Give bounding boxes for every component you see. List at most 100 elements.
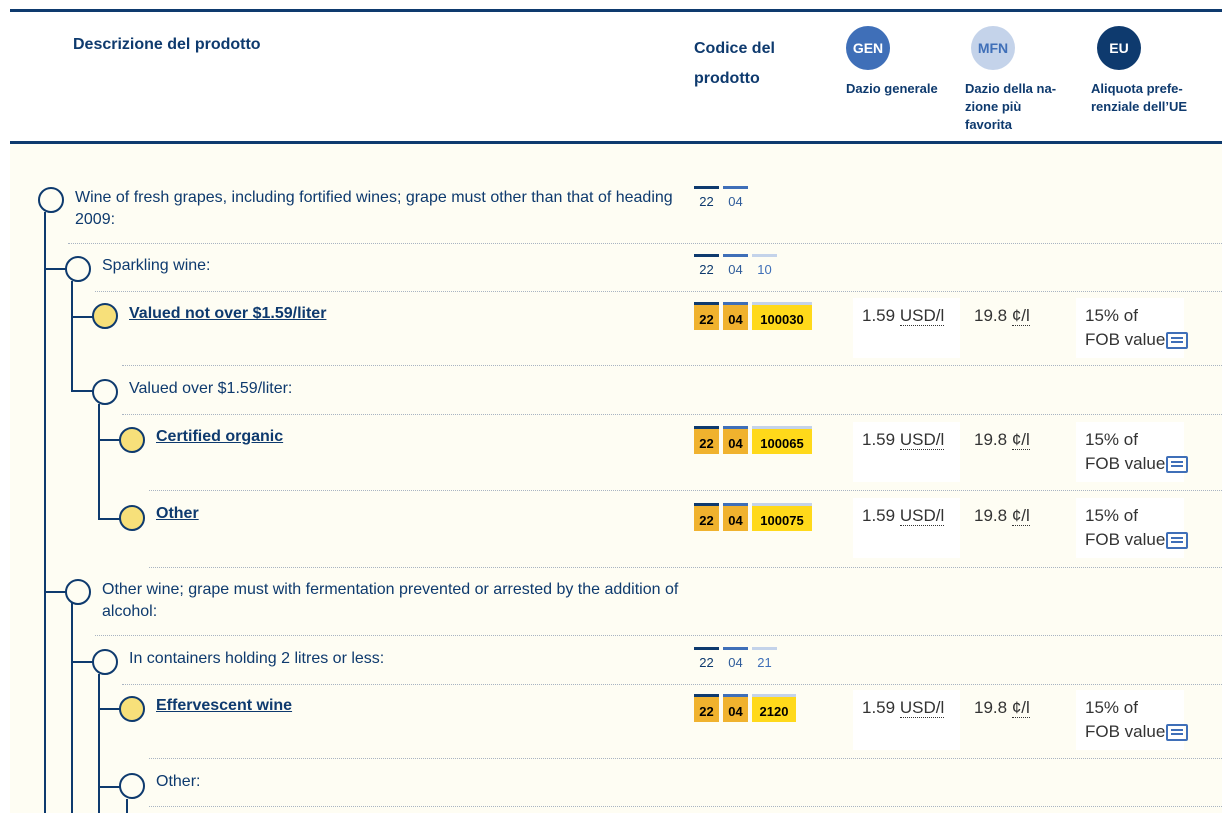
product-link[interactable]: Other xyxy=(156,505,199,522)
gen-badge: GEN xyxy=(846,26,890,70)
code-column-header: Codice del prodotto xyxy=(694,40,775,87)
gen-rate-cell: 1.59 USD/l xyxy=(853,498,960,558)
product-link[interactable]: Effervescent wine xyxy=(156,697,293,714)
comment-icon[interactable] xyxy=(1166,532,1189,550)
gen-rate-cell: 1.59 USD/l xyxy=(853,690,960,750)
gen-rate-cell: 1.59 USD/l xyxy=(853,422,960,482)
eu-label: Aliquota prefe-renziale dell’UE xyxy=(1091,81,1188,114)
row-separator xyxy=(149,567,1222,568)
mfn-rate-value: 19.8 xyxy=(974,430,1008,449)
code-chapter: 22 xyxy=(694,254,719,278)
mfn-rate-unit[interactable]: ¢/l xyxy=(1011,506,1030,526)
product-code: 22 04 100030 xyxy=(694,302,812,330)
mfn-badge: MFN xyxy=(971,26,1015,70)
mfn-rate-unit[interactable]: ¢/l xyxy=(1011,306,1030,326)
mfn-rate-value: 19.8 xyxy=(974,306,1008,325)
tariff-tree: Wine of fresh grapes, including fortifie… xyxy=(10,144,1222,813)
row-separator xyxy=(68,243,1222,244)
tree-line xyxy=(98,674,100,813)
code-heading: 04 xyxy=(723,186,748,210)
tree-line xyxy=(71,603,73,813)
tree-line xyxy=(98,786,120,788)
code-chapter: 22 xyxy=(694,647,719,671)
product-link[interactable]: Valued not over $1.59/liter xyxy=(129,305,327,322)
eu-rate-line1: 15% of xyxy=(1085,430,1138,449)
gen-rate-value: 1.59 xyxy=(862,430,896,449)
mfn-rate-cell: 19.8 ¢/l xyxy=(965,498,1065,558)
code-chapter: 22 xyxy=(694,694,719,722)
eu-column-header: EU Aliquota prefe-renziale dell’UE xyxy=(1091,26,1203,116)
tree-node xyxy=(65,256,91,282)
row-separator xyxy=(95,291,1222,292)
code-heading: 04 xyxy=(723,503,748,531)
tree-line xyxy=(98,518,120,520)
subheading-label: Valued over $1.59/liter: xyxy=(129,380,293,397)
header-top-rule xyxy=(10,9,1222,12)
description-column-header: Descrizione del prodotto xyxy=(73,36,261,53)
eu-rate-cell: 15% of FOB value xyxy=(1076,498,1189,558)
eu-rate-cell: 15% of FOB value xyxy=(1076,690,1189,750)
comment-icon[interactable] xyxy=(1166,332,1189,350)
mfn-rate-value: 19.8 xyxy=(974,698,1008,717)
row-separator xyxy=(149,806,1222,807)
table-header: Descrizione del prodotto Codice del prod… xyxy=(10,12,1222,142)
code-subheading: 2120 xyxy=(752,694,796,722)
gen-rate-unit[interactable]: USD/l xyxy=(899,306,945,326)
mfn-rate-cell: 19.8 ¢/l xyxy=(965,298,1065,358)
gen-rate-unit[interactable]: USD/l xyxy=(899,430,945,450)
tree-line xyxy=(44,268,66,270)
tree-line xyxy=(71,390,93,392)
code-heading: 04 xyxy=(723,647,748,671)
subheading-label: Sparkling wine: xyxy=(102,257,211,274)
mfn-label: Dazio della na-zione più favorita xyxy=(965,81,1057,132)
subheading-label: Other: xyxy=(156,773,201,790)
gen-rate-value: 1.59 xyxy=(862,698,896,717)
mfn-rate-unit[interactable]: ¢/l xyxy=(1011,430,1030,450)
row-separator xyxy=(122,414,1222,415)
gen-rate-value: 1.59 xyxy=(862,506,896,525)
code-heading: 04 xyxy=(723,694,748,722)
mfn-rate-cell: 19.8 ¢/l xyxy=(965,690,1065,750)
comment-icon[interactable] xyxy=(1166,724,1189,742)
eu-rate-line1: 15% of xyxy=(1085,698,1138,717)
code-subheading: 100030 xyxy=(752,302,812,330)
tree-line xyxy=(71,316,93,318)
code-subheading: 100075 xyxy=(752,503,812,531)
heading-label: Other wine; grape must with fermentation… xyxy=(102,581,679,620)
eu-rate-line2: FOB value xyxy=(1085,530,1166,549)
code-heading: 04 xyxy=(723,426,748,454)
tree-leaf-node xyxy=(119,427,145,453)
heading-label: Wine of fresh grapes, including fortifie… xyxy=(75,189,673,228)
gen-rate-unit[interactable]: USD/l xyxy=(899,698,945,718)
code-subheading: 100065 xyxy=(752,426,812,454)
tree-node xyxy=(65,579,91,605)
eu-rate-cell: 15% of FOB value xyxy=(1076,422,1189,482)
code-chapter: 22 xyxy=(694,186,719,210)
comment-icon[interactable] xyxy=(1166,456,1189,474)
gen-rate-value: 1.59 xyxy=(862,306,896,325)
eu-rate-line2: FOB value xyxy=(1085,722,1166,741)
tree-node xyxy=(38,187,64,213)
code-heading: 04 xyxy=(723,302,748,330)
code-subheading: 10 xyxy=(752,254,777,278)
row-separator xyxy=(149,490,1222,491)
eu-rate-line1: 15% of xyxy=(1085,306,1138,325)
eu-rate-line2: FOB value xyxy=(1085,330,1166,349)
code-heading: 04 xyxy=(723,254,748,278)
tree-line xyxy=(44,591,66,593)
eu-rate-line1: 15% of xyxy=(1085,506,1138,525)
tree-line xyxy=(71,281,73,391)
mfn-rate-cell: 19.8 ¢/l xyxy=(965,422,1065,482)
product-code: 22 04 21 xyxy=(694,647,777,671)
subheading-label: In containers holding 2 litres or less: xyxy=(129,650,385,667)
product-code: 22 04 xyxy=(694,186,748,210)
mfn-column-header: MFN Dazio della na-zione più favorita xyxy=(965,26,1069,134)
row-separator xyxy=(95,635,1222,636)
tree-node xyxy=(92,379,118,405)
gen-rate-unit[interactable]: USD/l xyxy=(899,506,945,526)
mfn-rate-unit[interactable]: ¢/l xyxy=(1011,698,1030,718)
tree-line xyxy=(71,661,93,663)
product-link[interactable]: Certified organic xyxy=(156,428,284,445)
gen-column-header: GEN Dazio generale xyxy=(846,26,956,98)
